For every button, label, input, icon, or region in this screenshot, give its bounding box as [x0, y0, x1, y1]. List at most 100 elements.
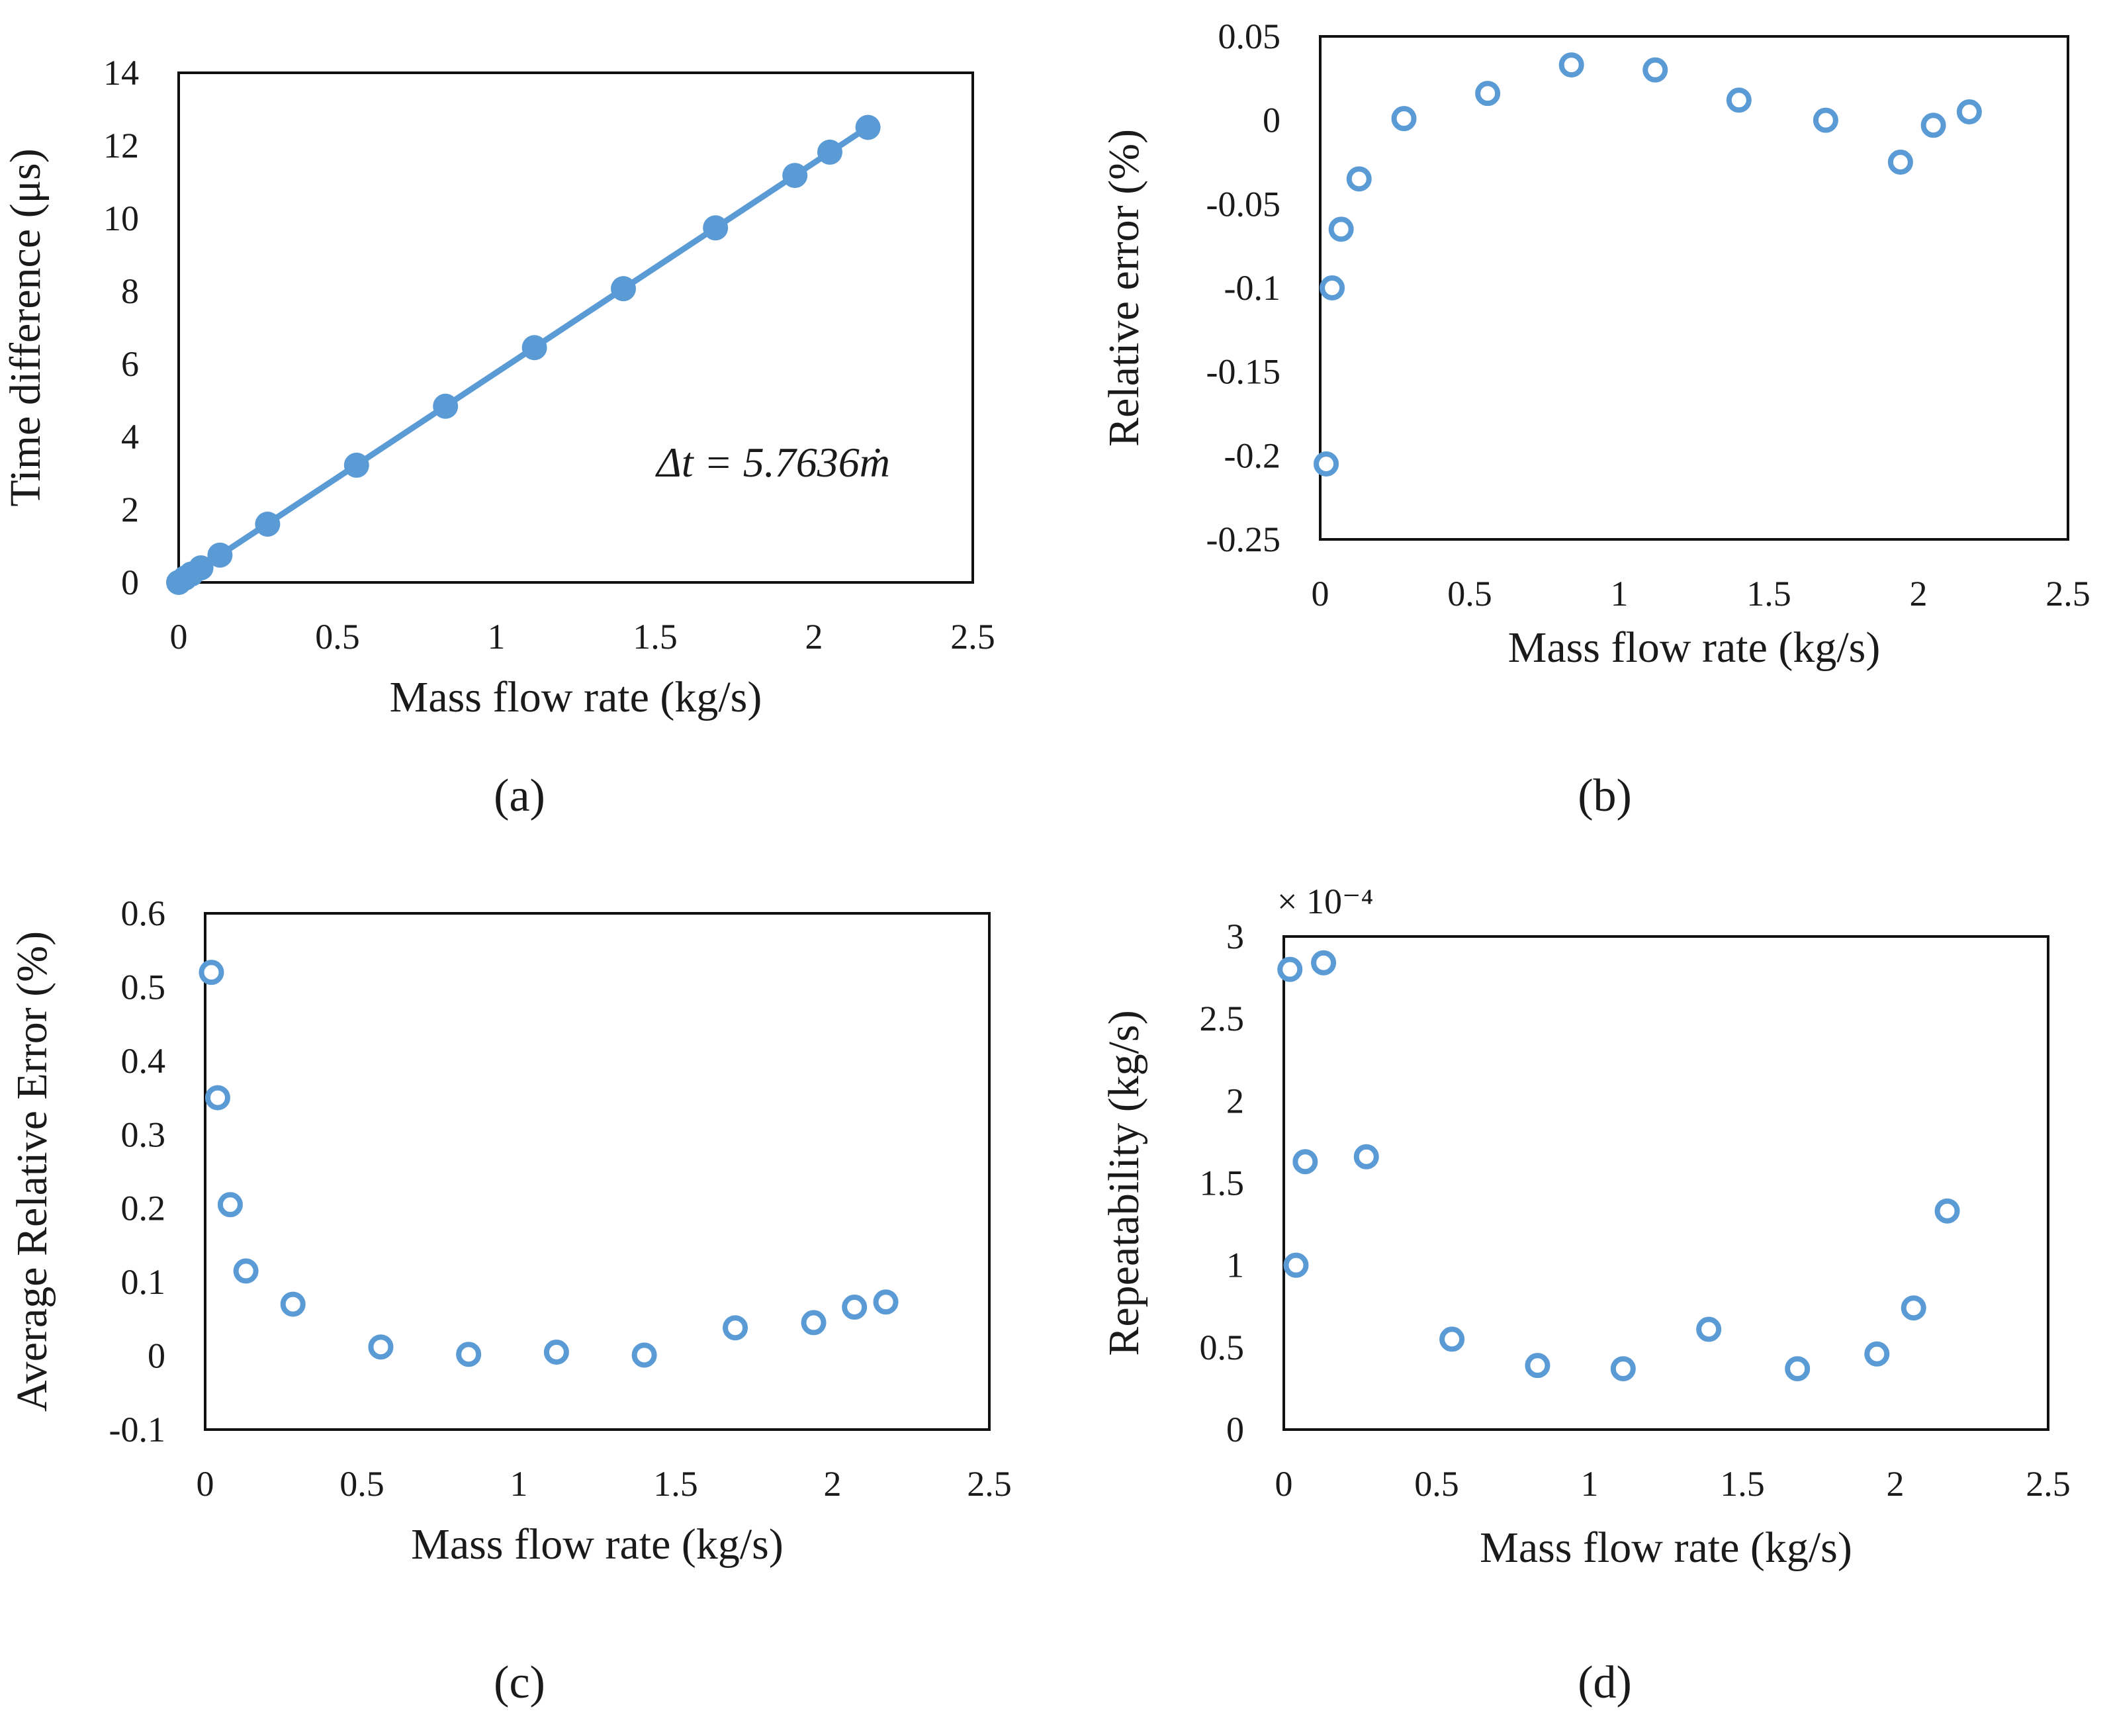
data-point — [631, 1342, 657, 1368]
fit-equation: Δt = 5.7636ṁ — [654, 439, 890, 486]
plot-area — [1319, 35, 2069, 541]
y-tick-label: 0.4 — [121, 1041, 166, 1081]
y-tick-label: 0.3 — [121, 1115, 166, 1154]
y-tick-label: 0 — [148, 1336, 165, 1376]
panel-label: (d) — [1578, 1657, 1632, 1708]
x-tick-label: 2.5 — [2045, 574, 2090, 614]
x-tick-label: 2 — [824, 1464, 842, 1504]
data-point — [1311, 950, 1337, 976]
data-point — [1391, 106, 1417, 132]
data-point — [207, 542, 233, 568]
y-tick-label: 10 — [103, 199, 139, 238]
data-point — [1920, 113, 1946, 138]
x-tick-label: 0 — [1312, 574, 1329, 614]
panel-label: (c) — [494, 1657, 545, 1708]
x-tick-label: 0.5 — [1447, 574, 1492, 614]
data-point — [1277, 956, 1303, 982]
y-tick-label: 2.5 — [1200, 999, 1245, 1038]
data-point — [1314, 451, 1339, 477]
y-tick-label: 0 — [1226, 1410, 1244, 1449]
x-tick-label: 0 — [1275, 1464, 1293, 1504]
y-tick-label: 0.2 — [121, 1189, 166, 1228]
x-axis-title: Mass flow rate (kg/s) — [1508, 623, 1881, 672]
y-tick-label: 4 — [121, 417, 139, 457]
x-tick-label: 2.5 — [950, 617, 995, 657]
x-tick-label: 1.5 — [653, 1464, 698, 1504]
data-point — [1901, 1295, 1926, 1321]
y-tick-label: 2 — [1226, 1081, 1244, 1120]
data-point — [801, 1310, 827, 1336]
data-point — [1642, 57, 1668, 83]
y-tick-label: -0.25 — [1206, 520, 1280, 559]
plot-area — [177, 71, 974, 584]
data-point — [873, 1289, 899, 1315]
data-point — [1956, 99, 1982, 124]
y-tick-label: 0.5 — [1200, 1328, 1245, 1367]
data-point — [543, 1340, 569, 1365]
axis-multiplier: × 10⁻⁴ — [1277, 882, 1373, 921]
chart-panel-d: 0 0.5 1 1.5 2 2.5 3 2.5 2 1.5 1 0.5 0 Mass flow rate … — [1100, 882, 2071, 1708]
y-tick-label: 0.6 — [121, 893, 166, 933]
data-point — [1475, 81, 1501, 107]
data-point — [1696, 1316, 1722, 1342]
data-point — [723, 1315, 748, 1341]
data-point — [1558, 52, 1584, 78]
data-point — [1864, 1341, 1890, 1367]
data-point — [1934, 1198, 1960, 1224]
x-tick-label: 0.5 — [1414, 1464, 1459, 1504]
data-point — [1439, 1326, 1465, 1352]
x-tick-label: 1 — [488, 617, 506, 657]
x-tick-label: 1.5 — [1720, 1464, 1765, 1504]
y-tick-label: 0.1 — [121, 1262, 166, 1302]
data-point — [368, 1334, 394, 1360]
data-point — [782, 163, 808, 189]
data-point — [521, 335, 547, 361]
x-tick-label: 0.5 — [315, 617, 360, 657]
plot-area — [1282, 935, 2049, 1431]
y-tick-label: 6 — [121, 344, 139, 384]
y-axis-title: Average Relative Error (%) — [8, 931, 56, 1412]
data-point — [1813, 107, 1838, 133]
y-tick-label: 3 — [1226, 917, 1244, 956]
panel-label: (a) — [494, 770, 545, 821]
x-tick-label: 2.5 — [967, 1464, 1012, 1504]
x-tick-label: 0 — [170, 617, 188, 657]
x-axis-title: Mass flow rate (kg/s) — [411, 1520, 784, 1569]
data-point — [855, 114, 881, 140]
y-tick-label: 12 — [103, 126, 139, 165]
data-point — [1610, 1356, 1636, 1382]
y-tick-label: -0.1 — [1224, 268, 1280, 308]
x-tick-label: 2 — [1910, 574, 1928, 614]
data-point — [1328, 216, 1354, 242]
data-point — [1346, 166, 1372, 192]
y-axis-title: Repeatability (kg/s) — [1100, 1010, 1148, 1355]
data-point — [1353, 1144, 1379, 1169]
y-axis-title: Relative error (%) — [1100, 129, 1148, 447]
y-tick-label: -0.2 — [1224, 435, 1280, 475]
x-axis-title: Mass flow rate (kg/s) — [1480, 1524, 1852, 1572]
chart-panel-b: 0 0.5 1 1.5 2 2.5 0.05 0 -0.05 -0.1 -0.15 -0.2 -0.25… — [1100, 17, 2090, 821]
y-tick-label: 2 — [121, 490, 139, 529]
data-point — [343, 452, 369, 478]
data-point — [204, 1085, 230, 1111]
data-point — [1283, 1252, 1309, 1278]
x-tick-label: 2 — [1887, 1464, 1905, 1504]
data-point — [1320, 275, 1345, 300]
data-point — [1525, 1353, 1550, 1379]
x-tick-label: 1.5 — [1746, 574, 1791, 614]
data-point — [199, 960, 224, 985]
y-tick-label: 8 — [121, 271, 139, 311]
x-tick-label: 2.5 — [2026, 1464, 2071, 1504]
data-point — [1887, 150, 1913, 175]
chart-panel-a: 0 0.5 1 1.5 2 2.5 0 2 4 6 8 10 12 14 Mass flow rate (k… — [1, 53, 995, 821]
data-point — [255, 512, 281, 537]
y-tick-label: 0.05 — [1218, 17, 1281, 56]
panel-label: (b) — [1578, 770, 1632, 821]
data-point — [611, 276, 636, 302]
y-tick-label: 0 — [121, 563, 139, 602]
y-tick-label: -0.1 — [109, 1410, 165, 1449]
x-axis-title: Mass flow rate (kg/s) — [390, 673, 762, 721]
x-tick-label: 1.5 — [633, 617, 678, 657]
x-tick-label: 1 — [1611, 574, 1629, 614]
y-tick-label: 1 — [1226, 1246, 1244, 1285]
